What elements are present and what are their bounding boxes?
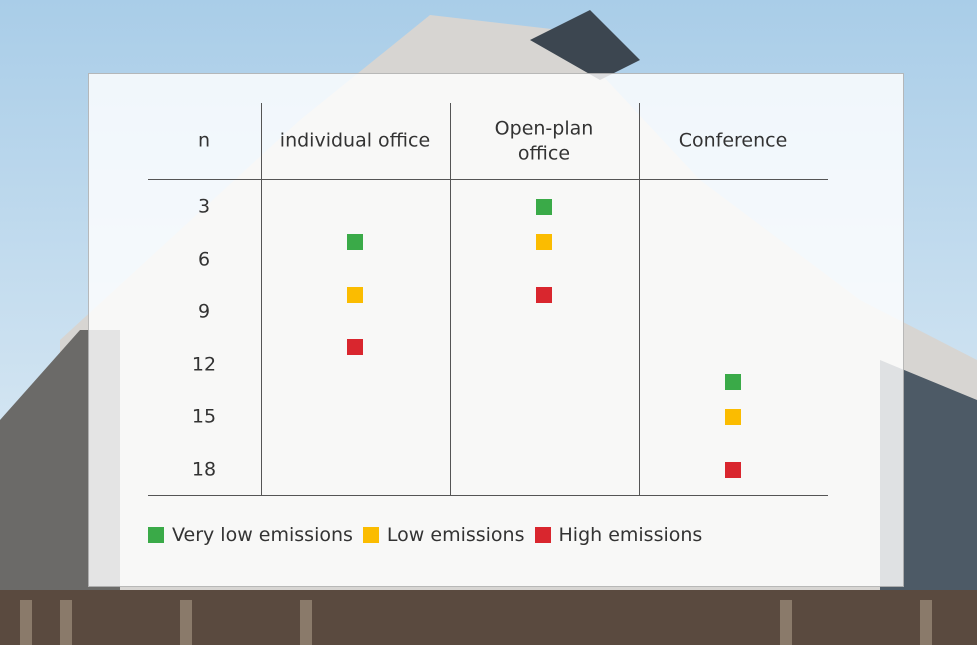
legend-label: High emissions bbox=[558, 524, 703, 546]
n-value: 15 bbox=[191, 406, 217, 429]
emission-marker bbox=[536, 286, 552, 303]
emission-marker bbox=[347, 286, 363, 303]
emission-marker bbox=[536, 199, 552, 215]
emission-marker bbox=[347, 234, 363, 251]
legend-item: Very low emissions bbox=[148, 524, 353, 546]
header-rule bbox=[148, 179, 828, 180]
n-value: 18 bbox=[191, 458, 217, 481]
column-divider bbox=[639, 103, 640, 495]
n-value: 6 bbox=[197, 248, 211, 271]
legend-label: Very low emissions bbox=[172, 524, 353, 546]
emission-marker bbox=[725, 462, 741, 478]
n-value: 12 bbox=[191, 353, 217, 376]
emission-marker bbox=[725, 409, 741, 426]
column-header: individual office bbox=[279, 129, 431, 152]
legend-item: High emissions bbox=[534, 524, 703, 546]
column-header: Conference bbox=[678, 129, 788, 152]
emission-marker bbox=[347, 339, 363, 356]
legend-label: Low emissions bbox=[386, 524, 525, 546]
table-panel bbox=[88, 73, 904, 587]
legend-swatch bbox=[148, 527, 164, 543]
n-value: 3 bbox=[197, 195, 211, 218]
legend-item: Low emissions bbox=[362, 524, 525, 546]
legend-swatch bbox=[534, 527, 551, 543]
emission-marker bbox=[725, 374, 741, 391]
bottom-rule bbox=[148, 495, 828, 496]
column-divider bbox=[261, 103, 262, 495]
legend: Very low emissions Low emissions High emis… bbox=[148, 524, 712, 546]
n-value: 9 bbox=[197, 300, 211, 323]
legend-swatch bbox=[362, 527, 379, 543]
column-divider bbox=[450, 103, 451, 495]
column-header: Open-plan office bbox=[494, 117, 594, 164]
emission-marker bbox=[536, 234, 552, 251]
column-header: n bbox=[197, 129, 211, 152]
